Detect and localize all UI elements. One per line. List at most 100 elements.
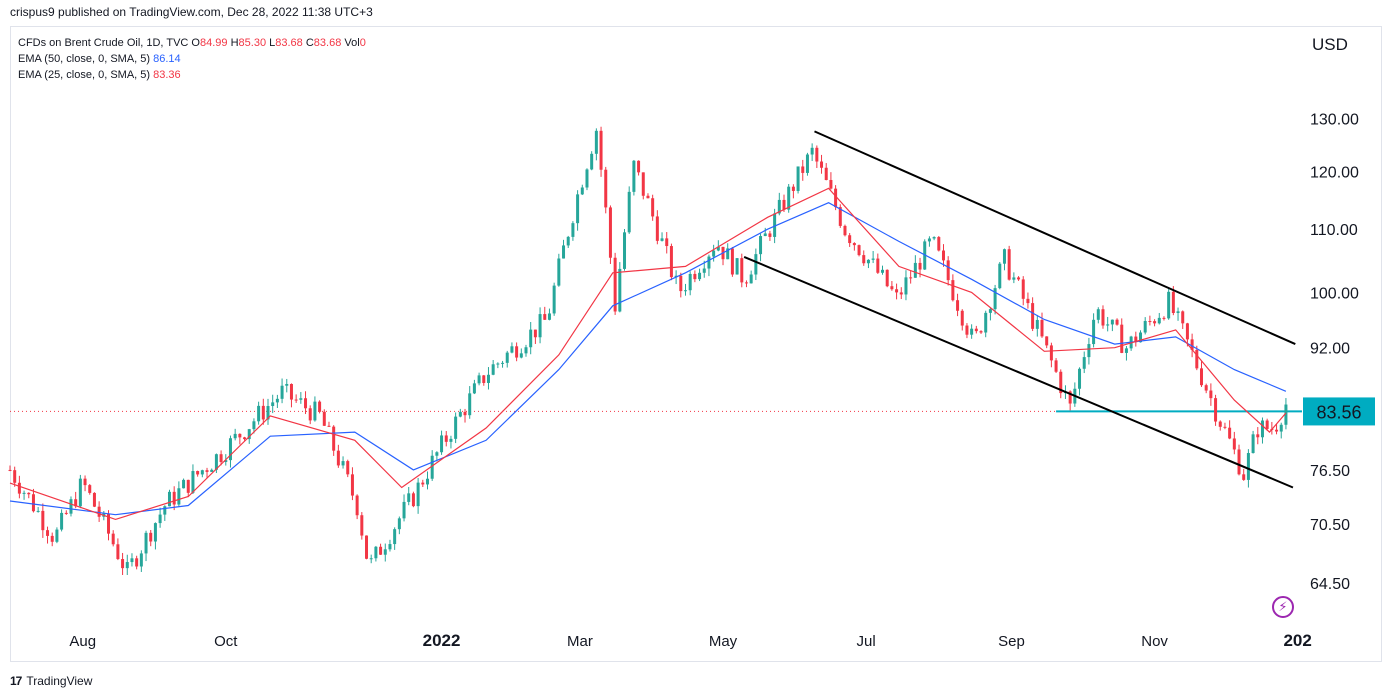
lightning-icon[interactable]: ⚡ [1272, 596, 1294, 618]
candle-body [834, 188, 838, 208]
candle-body [1040, 319, 1044, 337]
candle-body [383, 549, 387, 555]
candle-body [374, 546, 378, 559]
candle-body [1087, 344, 1091, 358]
candle-body [430, 455, 434, 479]
candle-body [974, 328, 978, 332]
candle-body [350, 474, 354, 496]
candle-body [27, 492, 31, 495]
candle-body [41, 510, 45, 531]
legend-low-label: L [269, 37, 276, 49]
candle-body [773, 213, 777, 237]
candle-body [219, 454, 223, 462]
candle-body [153, 523, 157, 542]
candle-body [913, 262, 917, 278]
candle-body [1092, 319, 1096, 345]
candle-body [801, 166, 805, 173]
legend-close-label: C [305, 37, 314, 49]
candle-body [1204, 385, 1208, 391]
candle-body [660, 238, 664, 241]
candle-body [233, 433, 237, 439]
candle-body [538, 314, 542, 338]
x-tick-label: Nov [1141, 633, 1168, 650]
candle-body [205, 470, 209, 472]
candle-body [1237, 449, 1241, 475]
candle-body [712, 250, 716, 257]
candle-body [46, 530, 50, 536]
ema50-line [9, 202, 1287, 516]
candle-body [1214, 398, 1218, 422]
candle-body [64, 512, 68, 514]
candle-body [97, 506, 101, 517]
candle-body [402, 501, 406, 519]
candle-body [998, 263, 1002, 289]
y-tick-label: 64.50 [1310, 576, 1350, 593]
candle-body [257, 405, 261, 422]
candle-body [341, 461, 345, 466]
x-tick-label: Aug [69, 633, 96, 650]
candle-body [1256, 434, 1260, 438]
candle-body [1284, 404, 1288, 425]
footer-brand[interactable]: TradingView [26, 674, 93, 688]
candle-body [810, 147, 814, 155]
channel-upper-line [814, 130, 1296, 345]
candle-body [951, 280, 955, 301]
candle-body [749, 274, 753, 284]
candle-body [1162, 317, 1166, 319]
candle-body [777, 199, 781, 214]
candle-body [416, 482, 420, 507]
candle-body [1251, 434, 1255, 454]
candle-body [895, 289, 899, 293]
chart-frame[interactable] [10, 26, 1382, 662]
y-tick-label: 100.00 [1310, 285, 1359, 302]
candle-body [355, 495, 359, 516]
currency-label[interactable]: USD [1312, 35, 1348, 54]
y-tick-label: 120.00 [1310, 165, 1359, 182]
candle-body [843, 225, 847, 236]
candle-body [299, 398, 303, 400]
candle-body [411, 493, 415, 507]
candle-body [735, 258, 739, 275]
candle-body [88, 485, 92, 493]
candle-body [449, 438, 453, 442]
legend-symbol[interactable]: CFDs on Brent Crude Oil, 1D, TVC [18, 37, 189, 49]
y-tick-label: 70.50 [1310, 517, 1350, 534]
candle-body [726, 248, 730, 260]
candle-body [191, 471, 195, 493]
candle-body [1017, 277, 1021, 280]
candle-body [1148, 321, 1152, 323]
legend-ema25-label[interactable]: EMA (25, close, 0, SMA, 5) [18, 69, 151, 81]
candle-body [496, 363, 500, 365]
candle-body [1242, 474, 1246, 480]
tradingview-logo-icon[interactable]: 17 [10, 674, 22, 688]
candle-body [1115, 319, 1119, 325]
last-price-tag [1303, 397, 1375, 426]
candle-body [876, 258, 880, 273]
candle-body [186, 479, 190, 493]
legend-vol-label: Vol [344, 37, 360, 49]
candle-body [1157, 317, 1161, 324]
candle-body [327, 425, 331, 427]
candle-body [669, 246, 673, 278]
candle-body [679, 275, 683, 292]
candle-body [144, 532, 148, 554]
candle-body [651, 198, 655, 217]
candle-body [585, 169, 589, 188]
candle-body [294, 399, 298, 401]
candle-body [247, 429, 251, 440]
candle-body [130, 558, 134, 563]
candle-body [501, 362, 505, 364]
candle-body [289, 383, 293, 400]
candle-body [759, 236, 763, 255]
candle-body [1035, 319, 1039, 329]
candle-body [716, 246, 720, 251]
legend-ema25-value: 83.36 [153, 69, 181, 81]
legend-low: 83.68 [275, 37, 303, 49]
legend-ema25-row: EMA (25, close, 0, SMA, 5) 83.36 [18, 67, 366, 83]
legend-ema50-label[interactable]: EMA (50, close, 0, SMA, 5) [18, 53, 151, 65]
candle-body [979, 331, 983, 333]
candle-body [365, 535, 369, 559]
candle-body [280, 385, 284, 399]
candle-body [604, 169, 608, 208]
